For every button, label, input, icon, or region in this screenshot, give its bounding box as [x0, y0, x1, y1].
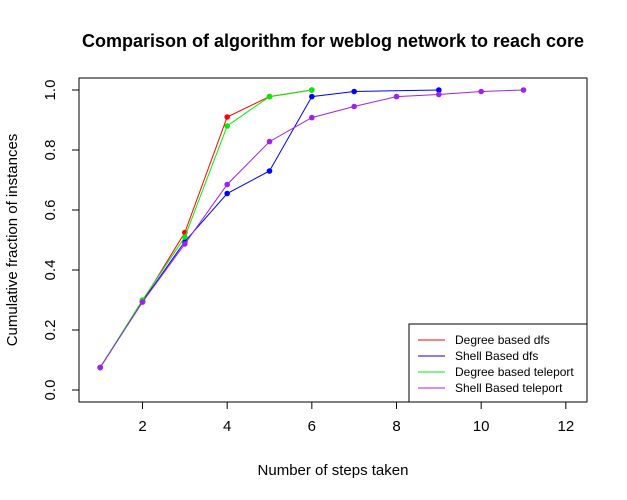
- data-point: [224, 123, 230, 129]
- x-tick-label: 6: [308, 418, 316, 435]
- data-point: [266, 138, 273, 145]
- data-point: [97, 364, 103, 371]
- legend-label: Shell Based dfs: [455, 349, 538, 363]
- y-tick-label: 0.4: [42, 260, 59, 281]
- data-point: [351, 103, 357, 110]
- data-point: [182, 234, 188, 240]
- x-axis-label: Number of steps taken: [258, 462, 409, 479]
- legend-label: Shell Based teleport: [455, 381, 563, 395]
- data-point: [224, 190, 230, 197]
- x-tick-label: 12: [557, 418, 574, 435]
- x-tick-label: 10: [473, 418, 490, 435]
- x-tick-label: 8: [392, 418, 400, 435]
- data-point: [478, 88, 484, 95]
- data-point: [224, 114, 230, 120]
- series-line: [99, 89, 312, 368]
- chart-title: Comparison of algorithm for weblog netwo…: [82, 31, 584, 51]
- data-point: [266, 168, 273, 174]
- y-tick-label: 0.8: [42, 140, 59, 161]
- data-point: [309, 87, 315, 93]
- data-point: [351, 88, 357, 95]
- data-point: [436, 91, 442, 98]
- x-tick-label: 2: [138, 418, 146, 435]
- y-axis-label: Cumulative fraction of instances: [4, 134, 21, 347]
- data-point: [309, 114, 315, 121]
- data-point: [224, 181, 230, 188]
- y-tick-label: 0.2: [42, 320, 59, 341]
- legend-label: Degree based teleport: [455, 365, 574, 379]
- legend: Degree based dfs Shell Based dfs Degree ba…: [408, 323, 588, 403]
- series-4: [97, 87, 527, 371]
- data-point: [309, 93, 315, 100]
- series-group: [97, 87, 527, 371]
- legend-box: [408, 323, 588, 403]
- plot-frame: [78, 77, 588, 403]
- data-point: [393, 93, 400, 100]
- legend-label: Degree based dfs: [455, 333, 550, 347]
- data-point: [182, 241, 188, 247]
- series-line: [99, 89, 439, 368]
- y-tick-label: 0.0: [42, 380, 59, 401]
- data-point: [436, 87, 442, 93]
- data-point: [520, 87, 527, 93]
- data-point: [139, 299, 146, 305]
- data-point: [266, 93, 273, 100]
- y-tick-label: 1.0: [42, 80, 59, 101]
- axes: 2 4 6 8 10 12 0.0 0.2 0.4 0.6 0.8 1.0: [42, 80, 574, 435]
- y-tick-label: 0.6: [42, 200, 59, 221]
- x-tick-label: 4: [223, 418, 231, 435]
